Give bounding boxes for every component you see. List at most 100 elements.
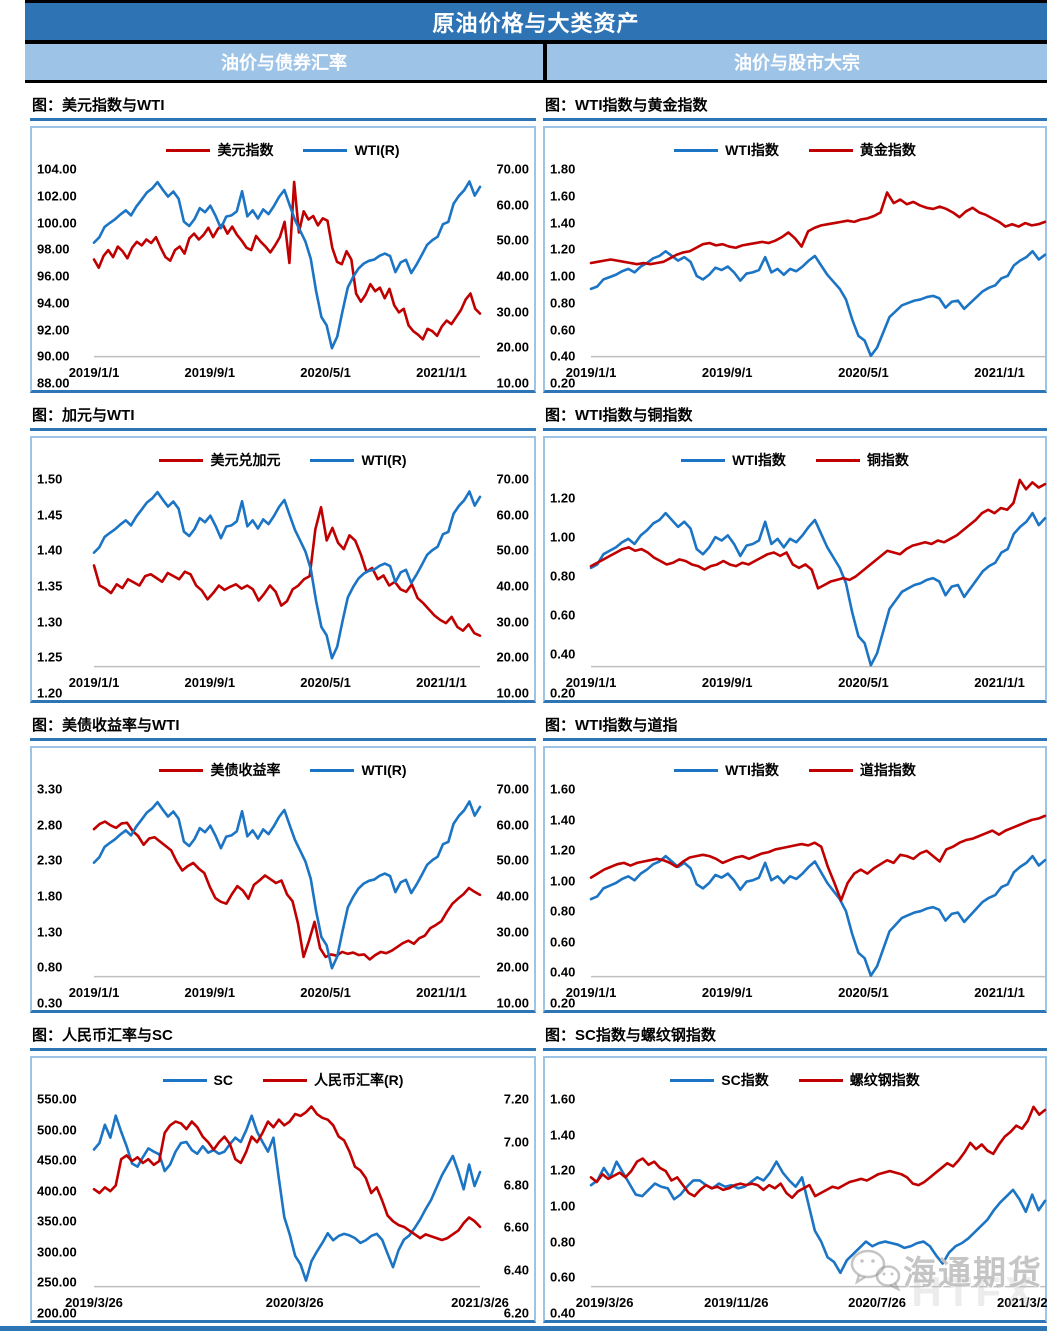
y-tick-label: 300.00 xyxy=(37,1244,77,1260)
y-tick-label: 1.40 xyxy=(550,215,576,230)
y-tick-label: 6.40 xyxy=(503,1262,529,1278)
y-tick-label: 550.00 xyxy=(37,1091,77,1107)
chart-panel-wti-dow: 图：WTI指数与道指 WTI指数 道指指数 1.60 1.40 1.20 1.00 0.8… xyxy=(543,712,1047,1013)
y-tick-label: 1.45 xyxy=(37,507,63,523)
y-tick-label: 1.60 xyxy=(550,188,576,204)
y-tick-label: 1.40 xyxy=(37,542,63,558)
x-tick-label: 2020/5/1 xyxy=(838,365,889,380)
y-tick-label: 92.00 xyxy=(37,322,70,337)
chart-panel-treasury-wti: 图：美债收益率与WTI 美债收益率 WTI(R) 3.30 2.80 2.30 1.80… xyxy=(30,712,536,1013)
chart-row-3: 图：美债收益率与WTI 美债收益率 WTI(R) 3.30 2.80 2.30 1.80… xyxy=(30,712,1047,1013)
legend-item: 铜指数 xyxy=(815,450,909,470)
legend-label: WTI(R) xyxy=(361,762,407,778)
chart-title: 图：美债收益率与WTI xyxy=(30,712,536,741)
legend-item: WTI(R) xyxy=(310,452,407,468)
legend-label: SC xyxy=(213,1072,233,1088)
legend-item: WTI(R) xyxy=(303,142,400,158)
legend: SC 人民币汇率(R) xyxy=(32,1068,534,1092)
chart-panel-wti-copper: 图：WTI指数与铜指数 WTI指数 铜指数 1.20 1.00 0.80 0.60 0.4… xyxy=(543,402,1047,703)
legend-item: SC xyxy=(162,1072,233,1088)
y-tick-label: 0.80 xyxy=(550,568,576,584)
legend-label: WTI(R) xyxy=(354,142,400,158)
series-line-美元兑加元 xyxy=(94,507,480,635)
y-axis-right: 7.20 7.00 6.80 6.60 6.40 6.20 xyxy=(480,1092,534,1321)
x-tick-label: 2019/9/1 xyxy=(701,365,753,380)
y-tick-label: 0.60 xyxy=(550,934,576,950)
series-line-WTI(R) xyxy=(94,802,480,969)
x-tick-label: 2019/1/1 xyxy=(565,675,617,690)
legend-item: WTI指数 xyxy=(681,450,786,470)
legend-line-swatch xyxy=(162,1078,207,1082)
series-line-道指指数 xyxy=(591,816,1045,901)
legend: 美债收益率 WTI(R) xyxy=(32,758,534,782)
chart-area: 1.60 1.40 1.20 1.00 0.80 0.60 0.40 2019/3/26 20… xyxy=(545,1092,1047,1321)
y-tick-label: 1.00 xyxy=(550,268,576,284)
x-axis: 2019/1/1 2019/9/1 2020/5/1 2021/1/1 xyxy=(69,983,480,1003)
legend-line-swatch xyxy=(310,768,355,772)
x-tick-label: 2020/5/1 xyxy=(300,985,351,1000)
x-tick-label: 2020/5/1 xyxy=(300,365,351,380)
y-tick-label: 1.60 xyxy=(550,1091,576,1107)
chart-panel-cny-sc: 图：人民币汇率与SC SC 人民币汇率(R) 550.00 500.00 450.00… xyxy=(30,1022,536,1323)
y-tick-label: 90.00 xyxy=(37,348,70,364)
chart-title: 图：WTI指数与铜指数 xyxy=(543,402,1047,431)
y-tick-label: 0.20 xyxy=(550,685,576,701)
legend-item: WTI指数 xyxy=(674,760,779,780)
y-axis-left: 1.60 1.40 1.20 1.00 0.80 0.60 0.40 xyxy=(545,1092,591,1321)
x-axis: 2019/1/1 2019/9/1 2020/5/1 2021/1/1 xyxy=(69,363,480,383)
y-axis-right: 70.00 60.00 50.00 40.00 30.00 20.00 10.00 xyxy=(480,472,534,701)
y-tick-label: 0.20 xyxy=(550,375,576,391)
chart-box: SC指数 螺纹钢指数 1.60 1.40 1.20 1.00 0.80 0.60 0.40 2… xyxy=(543,1056,1047,1323)
x-axis: 2019/3/26 2020/3/26 2021/3/26 xyxy=(65,1293,509,1313)
series-line-螺纹钢指数 xyxy=(591,1107,1045,1198)
y-tick-label: 70.00 xyxy=(496,161,529,177)
y-tick-label: 0.80 xyxy=(550,1234,576,1250)
y-axis-left: 550.00 500.00 450.00 400.00 350.00 300.00 250.… xyxy=(32,1092,94,1321)
chart-title: 图：WTI指数与黄金指数 xyxy=(543,92,1047,121)
series-line-SC指数 xyxy=(591,1162,1045,1273)
chart-area: 1.50 1.45 1.40 1.35 1.30 1.25 1.20 2019/1/1 201… xyxy=(32,472,534,701)
chart-area: 104.00 102.00 100.00 98.00 96.00 94.00 92.00 90… xyxy=(32,162,534,391)
legend-item: 人民币汇率(R) xyxy=(263,1070,403,1090)
y-tick-label: 94.00 xyxy=(37,295,70,311)
legend-line-swatch xyxy=(303,148,348,152)
x-axis: 2019/1/1 2019/9/1 2020/5/1 2021/1/1 xyxy=(566,983,1045,1003)
chart-box: 美元兑加元 WTI(R) 1.50 1.45 1.40 1.35 1.30 1.25 1.20… xyxy=(30,436,536,703)
y-tick-label: 0.40 xyxy=(550,1305,576,1321)
legend-item: 美债收益率 xyxy=(159,760,280,780)
chart-panel-sc-rebar: 图：SC指数与螺纹钢指数 SC指数 螺纹钢指数 1.60 1.40 1.20 1.00 0… xyxy=(543,1022,1047,1323)
y-tick-label: 10.00 xyxy=(496,375,529,391)
legend-line-swatch xyxy=(808,148,853,152)
legend-label: WTI(R) xyxy=(361,452,407,468)
plot-area xyxy=(591,789,1045,977)
legend: WTI指数 黄金指数 xyxy=(545,138,1045,162)
x-tick-label: 2020/5/1 xyxy=(838,985,889,1000)
header-mid-rule xyxy=(25,40,1047,44)
x-tick-label: 2019/1/1 xyxy=(68,985,120,1000)
y-axis-left: 1.60 1.40 1.20 1.00 0.80 0.60 0.40 0.20 xyxy=(545,782,591,1011)
legend-label: WTI指数 xyxy=(732,452,786,468)
y-tick-label: 1.20 xyxy=(550,842,576,858)
y-tick-label: 1.20 xyxy=(550,241,576,257)
y-tick-label: 6.20 xyxy=(503,1305,529,1321)
legend-line-swatch xyxy=(310,458,355,462)
legend-label: SC指数 xyxy=(721,1072,769,1088)
plot-area xyxy=(591,479,1045,667)
legend-label: WTI指数 xyxy=(725,142,779,158)
y-tick-label: 1.00 xyxy=(550,1198,576,1214)
plot-area xyxy=(94,169,480,357)
y-tick-label: 1.50 xyxy=(37,471,63,487)
plot-svg xyxy=(591,479,1045,667)
y-tick-label: 102.00 xyxy=(37,188,77,204)
x-tick-label: 2020/3/26 xyxy=(265,1295,324,1310)
plot-svg xyxy=(94,169,480,357)
y-tick-label: 96.00 xyxy=(37,268,70,284)
y-tick-label: 40.00 xyxy=(496,578,529,594)
y-axis-right: 70.00 60.00 50.00 40.00 30.00 20.00 10.00 xyxy=(480,782,534,1011)
y-tick-label: 1.25 xyxy=(37,649,63,665)
x-tick-label: 2019/3/26 xyxy=(65,1295,123,1310)
y-axis-left: 1.80 1.60 1.40 1.20 1.00 0.80 0.60 0.40 0.20 xyxy=(545,162,591,391)
x-axis: 2019/3/26 2019/11/26 2020/7/26 2021/3/2 xyxy=(576,1293,1047,1313)
x-tick-label: 2021/3/2 xyxy=(996,1295,1047,1310)
chart-title: 图：美元指数与WTI xyxy=(30,92,536,121)
